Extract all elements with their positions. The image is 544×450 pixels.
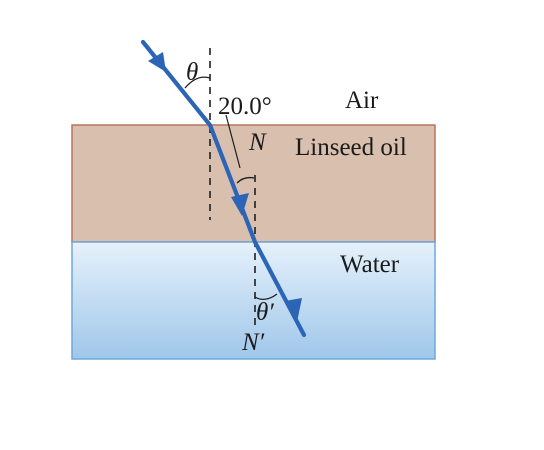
incident-angle-label: θ (186, 59, 198, 86)
oil-angle-leader (225, 114, 241, 169)
air-label: Air (345, 87, 379, 114)
linseed-oil-label: Linseed oil (295, 134, 407, 161)
oil-angle-arc (236, 176, 255, 184)
first-normal-label: N (248, 129, 267, 156)
ray-arrow-incident (148, 52, 166, 72)
linseed-oil-layer (71, 124, 436, 243)
incident-angle-arc (184, 76, 211, 89)
water-label: Water (340, 251, 400, 278)
light-ray (140, 39, 307, 338)
water-angle-arc (254, 293, 278, 301)
second-normal-label: N′ (241, 329, 265, 356)
water-angle-label: θ′ (256, 299, 274, 326)
water-layer (71, 241, 436, 360)
ray-arrow-oil (231, 193, 249, 216)
oil-angle-label: 20.0° (218, 93, 272, 120)
ray-arrow-water (285, 298, 302, 322)
